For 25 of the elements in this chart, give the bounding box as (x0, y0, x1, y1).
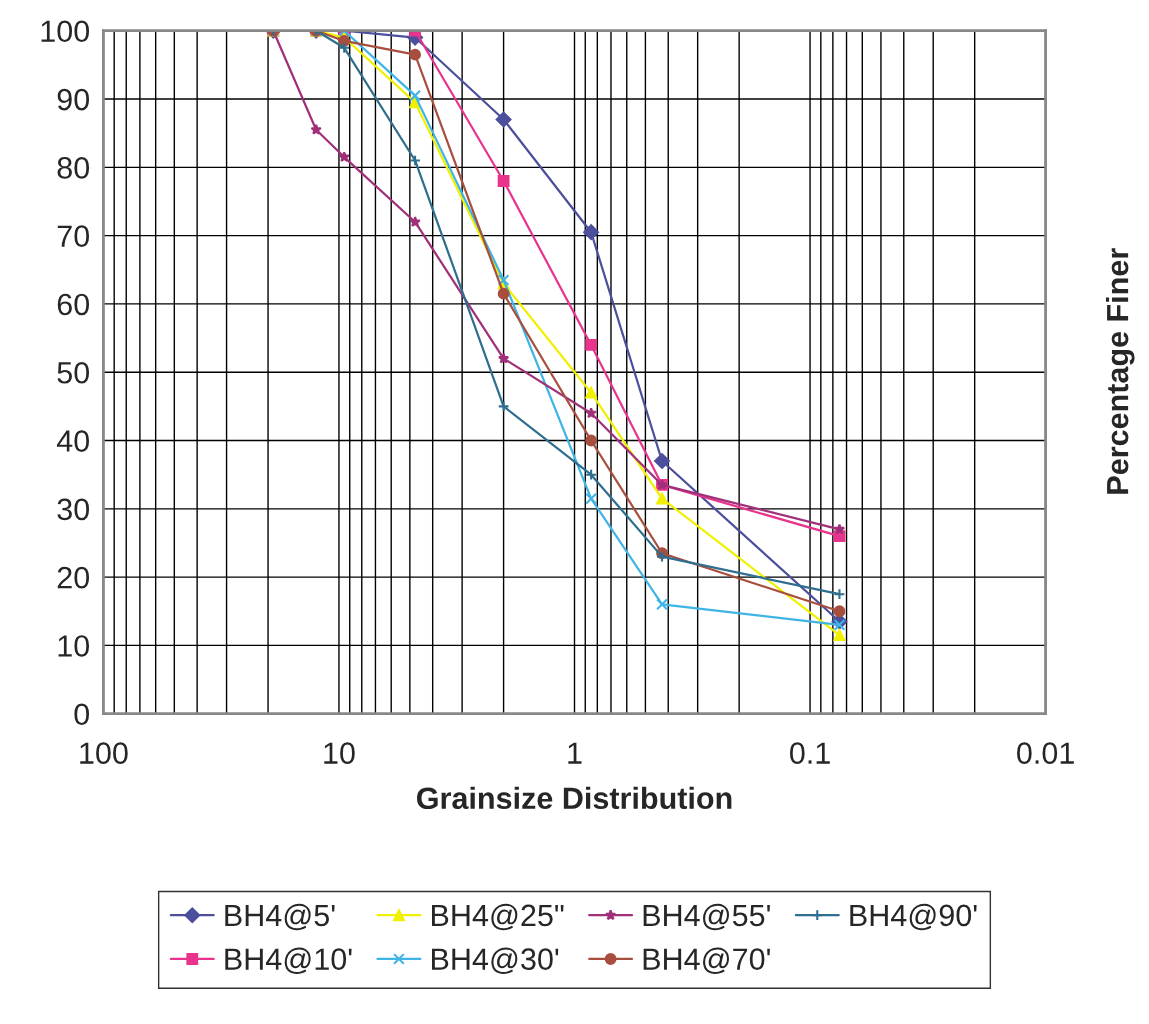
y-tick-label: 90 (57, 88, 90, 111)
legend-label: BH4@70' (643, 947, 770, 974)
x-tick-label: 0.1 (790, 742, 830, 764)
y-axis-title: Percentage Finer (1105, 248, 1135, 494)
y-tick-label: 80 (57, 157, 90, 179)
x-tick-label: 0.01 (1017, 742, 1074, 764)
y-tick-label: 30 (57, 498, 90, 521)
legend-label: BH4@90' (850, 903, 977, 931)
legend-label: BH4@55' (643, 903, 770, 931)
legend-label: BH4@30' (432, 947, 559, 974)
x-axis-title: Grainsize Distribution (417, 786, 732, 810)
x-tick-label: 1 (568, 742, 582, 764)
x-tick-label: 100 (80, 742, 128, 764)
y-tick-label: 100 (41, 20, 90, 43)
y-tick-label: 70 (57, 225, 90, 247)
y-tick-label: 0 (74, 703, 90, 726)
legend-label: BH4@10' (225, 947, 352, 974)
legend-label: BH4@25" (432, 903, 564, 931)
y-tick-label: 50 (57, 361, 90, 384)
y-tick-label: 60 (57, 293, 90, 316)
y-tick-label: 40 (56, 430, 90, 452)
y-tick-label: 20 (57, 566, 90, 589)
y-tick-label: 10 (58, 635, 90, 657)
x-tick-label: 10 (324, 742, 355, 764)
legend-label: BH4@5' (225, 903, 335, 931)
